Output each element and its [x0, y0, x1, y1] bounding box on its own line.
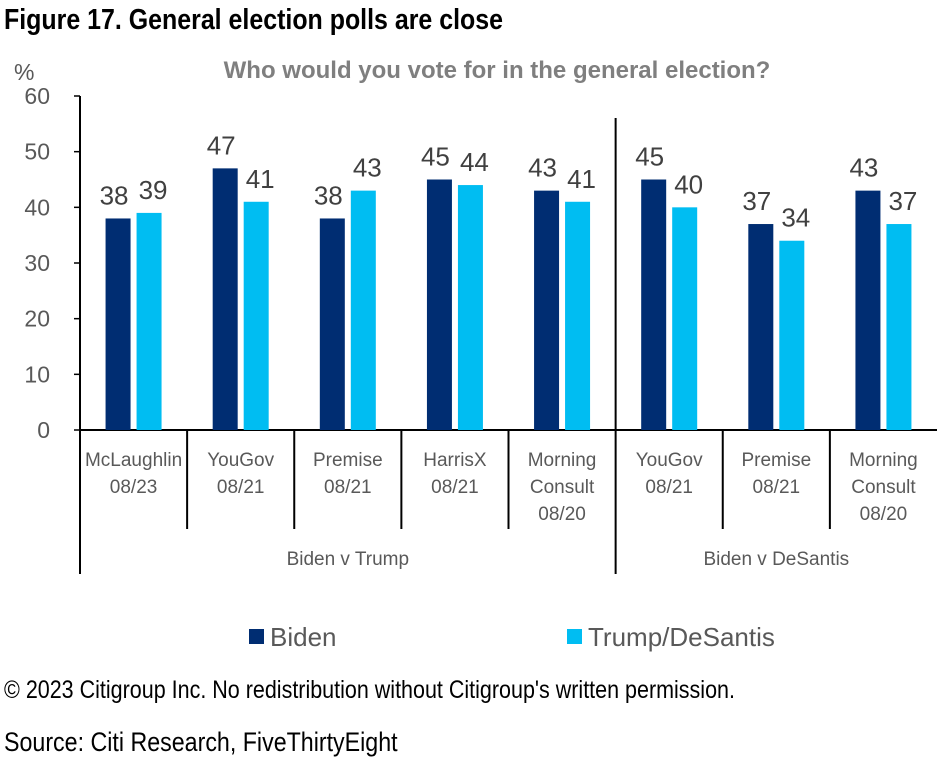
data-label: 41 — [246, 164, 275, 194]
data-label: 45 — [635, 142, 664, 172]
y-tick-label: 40 — [24, 194, 50, 220]
data-label: 40 — [674, 169, 703, 199]
bar-trump-desantis — [136, 212, 162, 430]
y-tick-label: 0 — [37, 417, 50, 443]
plot-area: 0 10 20 30 40 50 60 38 39 47 41 38 43 45 44 43 41 45 40 37 3… — [24, 83, 937, 574]
bar-chart: % Who would you vote for in the general … — [14, 57, 937, 652]
category-label: Consult — [851, 477, 916, 498]
bar-biden — [212, 168, 238, 430]
legend: Biden Trump/DeSantis — [249, 622, 775, 652]
bar-trump-desantis — [243, 201, 269, 430]
y-axis-label: % — [14, 59, 34, 85]
bar-trump-desantis — [886, 224, 912, 430]
category-label: Morning — [849, 450, 918, 471]
bar-biden — [426, 179, 452, 430]
category-label: HarrisX — [423, 450, 487, 471]
bar-trump-desantis — [779, 240, 805, 430]
category-label: 08/21 — [645, 477, 693, 498]
bar-biden — [855, 190, 881, 430]
y-tick-label: 60 — [24, 83, 50, 109]
category-label: 08/20 — [538, 504, 586, 525]
bar-biden — [641, 179, 667, 430]
category-label: 08/23 — [110, 477, 158, 498]
category-label: YouGov — [636, 450, 703, 471]
data-label: 38 — [100, 180, 129, 210]
data-label: 41 — [567, 164, 596, 194]
category-label: 08/21 — [324, 477, 372, 498]
y-tick-label: 30 — [24, 250, 50, 276]
y-tick-label: 10 — [24, 361, 50, 387]
data-label: 43 — [849, 153, 878, 183]
y-tick-label: 20 — [24, 306, 50, 332]
data-label: 38 — [314, 180, 343, 210]
bar-trump-desantis — [672, 207, 698, 430]
category-label: Premise — [313, 450, 383, 471]
figure-title: Figure 17. General election polls are cl… — [4, 4, 504, 36]
data-label: 37 — [742, 186, 771, 216]
bar-biden — [319, 218, 345, 430]
copyright-notice: © 2023 Citigroup Inc. No redistribution … — [4, 676, 735, 704]
legend-label: Trump/DeSantis — [588, 622, 775, 652]
data-label: 34 — [781, 203, 810, 233]
bar-biden — [748, 224, 774, 430]
data-label: 43 — [528, 153, 557, 183]
category-label: Morning — [528, 450, 597, 471]
category-label: 08/21 — [217, 477, 265, 498]
data-label: 47 — [207, 130, 236, 160]
legend-label: Biden — [270, 622, 337, 652]
category-label: 08/20 — [860, 504, 908, 525]
category-label: 08/21 — [431, 477, 479, 498]
data-label: 37 — [888, 186, 917, 216]
legend-swatch-biden — [249, 629, 264, 644]
category-label: Premise — [741, 450, 811, 471]
data-label: 45 — [421, 142, 450, 172]
data-label: 44 — [460, 147, 489, 177]
bar-trump-desantis — [350, 190, 376, 430]
bar-trump-desantis — [565, 201, 591, 430]
category-label: Consult — [530, 477, 595, 498]
group-label: Biden v Trump — [287, 549, 410, 570]
bar-biden — [105, 218, 131, 430]
category-label: 08/21 — [753, 477, 801, 498]
y-tick-label: 50 — [24, 139, 50, 165]
data-label: 43 — [353, 153, 382, 183]
source-note: Source: Citi Research, FiveThirtyEight — [4, 727, 398, 757]
chart-title: Who would you vote for in the general el… — [224, 57, 771, 84]
category-label: McLaughlin — [85, 450, 182, 471]
legend-swatch-trump-desantis — [567, 629, 582, 644]
group-label: Biden v DeSantis — [703, 549, 849, 570]
category-label: YouGov — [207, 450, 274, 471]
data-label: 39 — [139, 175, 168, 205]
bar-trump-desantis — [457, 185, 483, 430]
bar-biden — [534, 190, 560, 430]
